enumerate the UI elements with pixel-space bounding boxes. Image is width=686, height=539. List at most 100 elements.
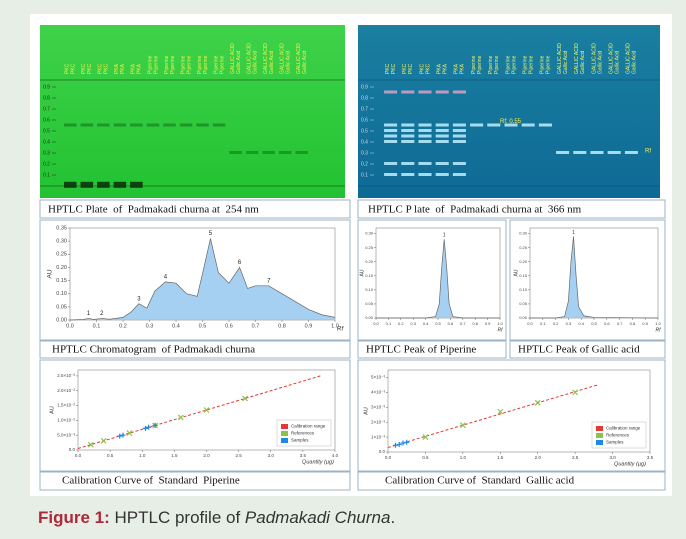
band — [262, 151, 275, 154]
y-axis-label: AU — [513, 269, 519, 276]
lane-label: Gallic Acid — [302, 50, 308, 74]
x-tick-label: 0.5 — [591, 321, 597, 326]
lane-label: PKA — [443, 63, 449, 74]
x-tick-label: 0.1 — [93, 323, 101, 329]
lane-label: Piperine — [153, 55, 159, 74]
band — [453, 173, 466, 176]
band — [81, 124, 94, 127]
x-tick-label: 0.1 — [540, 321, 546, 326]
x-tick-label: 0.8 — [630, 321, 636, 326]
figure-caption: Figure 1: HPTLC profile of Padmakadi Chu… — [38, 508, 395, 527]
rf-label: 0.7 — [43, 106, 50, 112]
lane-label: Gallic Acid — [580, 50, 586, 74]
x-tick-label: 0.6 — [604, 321, 610, 326]
lane-label: Gallic Acid — [632, 50, 638, 74]
x-tick-label: 0.6 — [225, 323, 233, 329]
y-tick-label: 0.20 — [365, 259, 374, 264]
caption-label: Figure 1: — [38, 508, 110, 527]
y-tick-label: 0.10 — [519, 287, 528, 292]
x-tick-label: 0.9 — [485, 321, 491, 326]
lane-label: Gallic Acid — [615, 50, 621, 74]
y-axis-label: AU — [47, 269, 54, 278]
y-tick-label: 0.05 — [519, 301, 528, 306]
figure: HPTLC Plate of Padmakadi churna at 254 n… — [0, 0, 686, 539]
annotation: Rf: 0.55 — [500, 119, 522, 125]
band — [418, 135, 431, 138]
band — [401, 135, 414, 138]
y-tick-label: 0.10 — [56, 291, 67, 297]
y-tick-label: 4×10⁻³ — [371, 390, 386, 395]
rf-label: 0.9 — [43, 84, 50, 90]
page: HPTLC Plate of Padmakadi churna at 254 n… — [0, 0, 686, 539]
band — [114, 182, 127, 188]
band — [436, 135, 449, 138]
rf-label: 0.1 — [43, 172, 50, 178]
x-tick-label: 0.9 — [642, 321, 648, 326]
y-tick-label: 0.00 — [365, 315, 374, 320]
peak-label: 1 — [572, 230, 575, 236]
band — [522, 124, 535, 127]
y-tick-label: 0.30 — [519, 231, 528, 236]
lane-label: Gallic Acid — [269, 50, 275, 74]
x-tick-label: 0.5 — [199, 323, 207, 329]
band — [418, 140, 431, 143]
x-tick-label: 0.0 — [527, 321, 533, 326]
lane-label: Gallic Acid — [597, 50, 603, 74]
y-tick-label: 0.15 — [365, 273, 374, 278]
band — [539, 124, 552, 127]
lane-label: Piperine — [494, 55, 500, 74]
caption: Calibration Curve of Standard Gallic aci… — [385, 475, 575, 487]
band — [453, 129, 466, 132]
band — [147, 124, 160, 127]
caption: Calibration Curve of Standard Piperine — [62, 475, 240, 487]
x-tick-label: 0.2 — [553, 321, 559, 326]
x-tick-label: 0.7 — [460, 321, 466, 326]
band — [229, 151, 242, 154]
rf-label: 0.2 — [43, 161, 50, 167]
band — [453, 124, 466, 127]
legend-label: References — [606, 433, 630, 438]
band — [401, 91, 414, 94]
x-tick-label: 4.0 — [332, 453, 339, 458]
legend-label: Samples — [291, 438, 309, 443]
lane-label: Gallic Acid — [286, 50, 292, 74]
y-tick-label: 3×10⁻³ — [371, 404, 386, 409]
x-tick-label: 0.9 — [305, 323, 313, 329]
x-axis-label: Quantity (µg) — [302, 459, 334, 465]
band — [590, 151, 603, 154]
rf-label: 0.2 — [361, 161, 368, 167]
x-tick-label: 0.3 — [410, 321, 416, 326]
y-tick-label: 0.25 — [365, 245, 374, 250]
y-tick-label: 5×10⁻³ — [371, 375, 386, 380]
rf-label: 0.4 — [361, 139, 368, 145]
x-tick-label: 3.0 — [609, 455, 616, 460]
band — [453, 135, 466, 138]
band — [436, 91, 449, 94]
rf-label: 0.9 — [361, 84, 368, 90]
lane-label: Piperine — [186, 55, 192, 74]
x-tick-label: 1.5 — [497, 455, 504, 460]
x-tick-label: 0.8 — [472, 321, 478, 326]
band — [97, 124, 110, 127]
lane-label: Piperine — [511, 55, 517, 74]
rf-label: 0.3 — [43, 150, 50, 156]
lane-label: PKA — [120, 63, 126, 74]
x-tick-label: 1.0 — [655, 321, 661, 326]
x-tick-label: 0.5 — [422, 455, 429, 460]
y-tick-label: 2.5×10⁻² — [57, 373, 75, 378]
x-tick-label: 3.5 — [300, 453, 307, 458]
x-tick-label: 0.8 — [278, 323, 286, 329]
peak-label: 1 — [443, 233, 446, 239]
band — [453, 91, 466, 94]
band — [418, 173, 431, 176]
band — [114, 124, 127, 127]
legend-swatch — [281, 424, 288, 429]
rf-label: 0.5 — [361, 128, 368, 134]
x-tick-label: 3.0 — [268, 453, 275, 458]
x-axis-label: Rf — [656, 327, 662, 333]
band — [64, 124, 77, 127]
x-axis-label: Quantity (µg) — [614, 461, 646, 467]
band — [436, 140, 449, 143]
x-axis-label: Rf — [498, 327, 504, 333]
y-tick-label: 2×10⁻³ — [371, 419, 386, 424]
